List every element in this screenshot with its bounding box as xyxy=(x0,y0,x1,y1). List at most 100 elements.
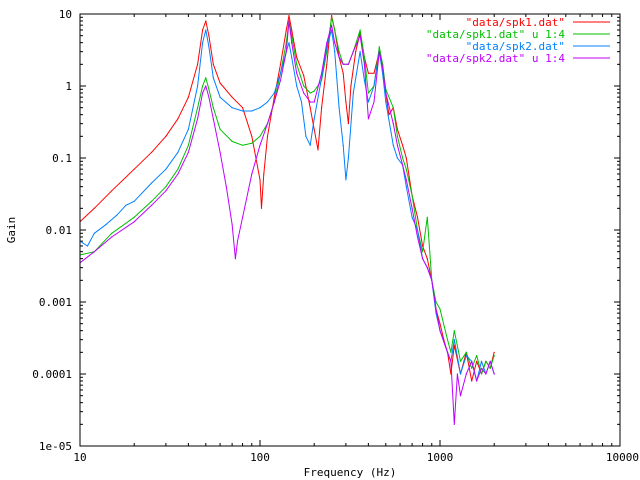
series-2-point xyxy=(435,301,437,303)
series-1-point xyxy=(263,173,265,175)
series-4-point xyxy=(331,24,333,26)
series-4-point xyxy=(291,42,293,44)
series-4-point xyxy=(165,190,167,192)
series-1-point xyxy=(439,323,441,325)
series-1-point xyxy=(313,128,315,130)
series-4-point xyxy=(334,42,336,44)
series-4-point xyxy=(382,67,384,69)
series-1-point xyxy=(373,72,375,74)
series-2-point xyxy=(165,186,167,188)
series-2-point xyxy=(259,135,261,137)
series-1-point xyxy=(331,15,333,17)
series-2-point xyxy=(396,135,398,137)
series-2-point xyxy=(493,355,495,357)
series-3-point xyxy=(93,232,95,234)
series-4-point xyxy=(435,308,437,310)
series-1-point xyxy=(471,380,473,382)
series-2-point xyxy=(411,195,413,197)
series-4-point xyxy=(459,395,462,397)
series-1-point xyxy=(133,168,135,170)
series-1-point xyxy=(426,258,428,260)
series-3-point xyxy=(347,157,349,159)
series-1-point xyxy=(367,72,369,74)
series-4-point xyxy=(338,56,340,58)
y-tick-label: 1e-05 xyxy=(39,440,72,453)
legend: "data/spk1.dat""data/spk1.dat" u 1:4"dat… xyxy=(426,16,610,65)
series-3-point xyxy=(133,200,135,202)
series-4-point xyxy=(205,85,207,87)
series-3-point xyxy=(266,101,269,103)
series-3-point xyxy=(212,77,214,79)
series-3-point xyxy=(363,79,365,81)
series-2-point xyxy=(331,16,333,18)
series-4-point xyxy=(411,207,413,209)
series-2-point xyxy=(212,107,214,109)
series-1-point xyxy=(303,74,305,77)
series-4-point xyxy=(456,373,458,375)
series-1-point xyxy=(476,360,478,362)
series-2-point xyxy=(476,355,478,357)
series-4-point xyxy=(378,51,380,53)
series-1-point xyxy=(187,96,189,98)
series-1-point xyxy=(197,63,199,65)
series-2-point xyxy=(202,85,204,87)
series-1-point xyxy=(347,123,349,125)
series-1-point xyxy=(93,207,95,209)
series-1-point xyxy=(266,135,269,137)
series-4-point xyxy=(385,92,387,94)
series-3-point xyxy=(165,168,167,170)
series-3-point xyxy=(359,51,361,53)
series-1-point xyxy=(202,29,204,31)
series-3-point xyxy=(338,107,340,109)
series-1-point xyxy=(285,29,287,31)
series-2-point xyxy=(291,35,293,37)
x-tick-label: 10 xyxy=(73,451,86,464)
series-2-point xyxy=(363,56,365,58)
series-1-point xyxy=(405,157,407,159)
series-3-point xyxy=(480,360,483,362)
y-tick-label: 10 xyxy=(59,8,72,21)
series-4-point xyxy=(426,267,428,269)
series-3-point xyxy=(291,56,293,58)
series-1-point xyxy=(260,207,263,209)
series-4-point xyxy=(309,101,311,103)
series-3-point xyxy=(309,144,311,146)
legend-label: "data/spk1.dat" u 1:4 xyxy=(426,28,565,41)
y-tick-label: 1 xyxy=(65,80,72,93)
series-1-point xyxy=(350,85,352,87)
series-3-point xyxy=(465,355,467,357)
series-3-point xyxy=(453,339,455,341)
series-3-point xyxy=(205,29,207,31)
series-4-point xyxy=(347,63,349,65)
series-2-point xyxy=(111,232,113,234)
series-1-point xyxy=(326,63,328,65)
series-4-point xyxy=(465,373,467,375)
series-3-point xyxy=(219,96,221,98)
x-tick-label: 1000 xyxy=(427,451,454,464)
series-3-point xyxy=(416,229,419,231)
series-4-point xyxy=(177,173,179,175)
series-line-1 xyxy=(79,15,495,382)
series-2-point xyxy=(402,157,404,159)
series-2-point xyxy=(251,142,253,144)
series-2-point xyxy=(197,107,199,109)
series-4-point xyxy=(471,360,473,362)
series-4-point xyxy=(373,101,375,103)
series-2-point xyxy=(480,373,483,375)
series-1-point xyxy=(208,35,210,37)
series-2-point xyxy=(208,88,210,90)
series-4-point xyxy=(422,258,424,260)
series-2-point xyxy=(359,29,361,31)
series-4-point xyxy=(234,258,236,260)
series-1-point xyxy=(212,63,214,65)
series-4-point xyxy=(202,92,204,94)
series-2-point xyxy=(392,107,394,109)
series-4-point xyxy=(279,79,282,81)
series-2-point xyxy=(465,351,467,353)
series-1-point xyxy=(111,190,113,192)
series-4-point xyxy=(313,101,315,103)
series-1-point xyxy=(309,107,311,109)
series-2-point xyxy=(439,308,441,310)
series-4-point xyxy=(326,42,328,44)
